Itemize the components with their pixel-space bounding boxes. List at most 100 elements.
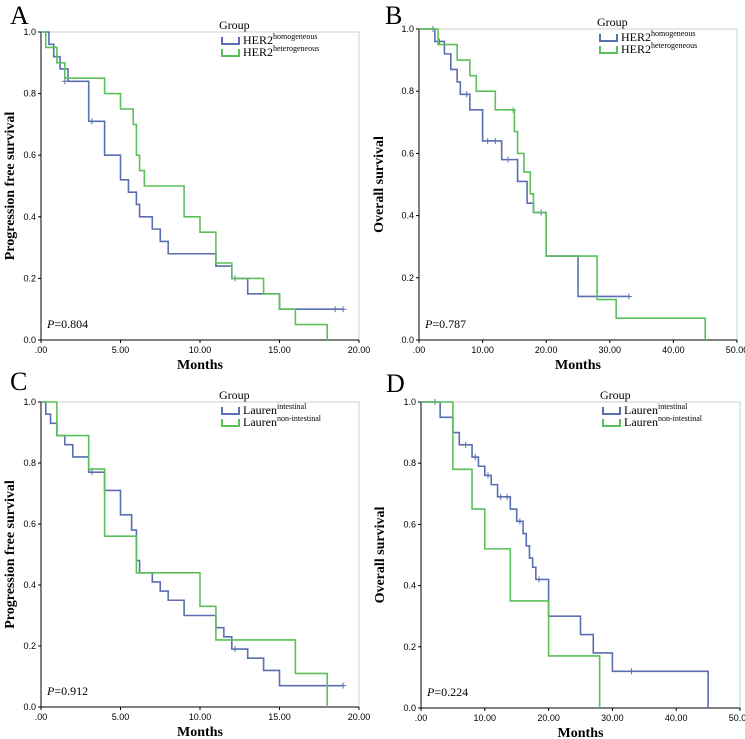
y-tick-label: 0.6: [23, 519, 36, 529]
censor-mark: [463, 91, 470, 98]
panel-c: 0.0 0.2 0.4 0.6 0.8 1.0 .00 5.00 10.00 15.00 20.00…: [3, 367, 370, 739]
legend-entry: Laurenintestinal: [624, 402, 688, 417]
censor-mark: [625, 293, 632, 300]
legend-entry: HER2homogeneous: [621, 29, 695, 44]
legend-swatch: [599, 46, 618, 54]
y-tick-label: 0.6: [23, 150, 36, 160]
plot-frame: [419, 28, 738, 340]
y-tick-label: 0.6: [403, 519, 416, 529]
censor-mark: [88, 469, 95, 476]
censor-mark: [484, 137, 491, 144]
censor-mark: [510, 106, 517, 113]
p-value: P=0.787: [424, 317, 466, 331]
x-tick-label: 40.00: [665, 713, 688, 723]
p-value: P=0.912: [46, 684, 88, 698]
x-tick-label: 50.00: [729, 713, 745, 723]
legend-entry: Laurennon-intestinal: [243, 414, 322, 429]
legend-swatch: [221, 407, 240, 415]
x-tick-label: 5.00: [112, 712, 130, 722]
y-axis-label: Progression free survival: [3, 112, 18, 261]
censor-mark: [88, 118, 95, 125]
legend-entry: Laurenintestinal: [243, 402, 307, 417]
survival-curve-series-2: [421, 401, 601, 708]
y-tick-label: 0.0: [23, 702, 36, 712]
panel-letter: C: [10, 367, 27, 396]
censor-mark: [231, 646, 238, 653]
censor-mark: [436, 38, 443, 45]
y-tick-label: 0.2: [23, 273, 36, 283]
y-tick-label: 0.2: [401, 273, 414, 283]
plot-frame: [421, 401, 741, 708]
censor-mark: [536, 576, 543, 583]
legend-entry: HER2heterogeneous: [621, 41, 697, 56]
x-tick-label: .00: [35, 712, 48, 722]
y-axis-label: Overall survival: [373, 506, 388, 603]
y-tick-label: 0.2: [403, 642, 416, 652]
y-tick-label: 0.4: [401, 211, 414, 221]
x-axis-label: Months: [558, 726, 604, 739]
x-tick-label: 30.00: [601, 713, 624, 723]
x-axis-label: Months: [555, 358, 601, 373]
survival-curve-series-2: [419, 28, 706, 340]
y-tick-label: 1.0: [401, 24, 414, 34]
y-tick-label: 0.2: [23, 641, 36, 651]
x-tick-label: 20.00: [537, 713, 560, 723]
y-tick-label: 0.0: [23, 335, 36, 345]
y-axis-label: Overall survival: [372, 136, 387, 233]
censor-mark: [61, 78, 68, 85]
censor-mark: [505, 156, 512, 163]
legend-title: Group: [219, 18, 250, 32]
legend-entry: Laurennon-intestinal: [624, 414, 703, 429]
y-tick-label: 0.8: [401, 86, 414, 96]
x-tick-label: 30.00: [599, 345, 622, 355]
legend-swatch: [602, 407, 621, 415]
x-tick-label: 20.00: [348, 345, 371, 355]
legend-title: Group: [600, 388, 631, 402]
y-tick-label: 0.0: [403, 703, 416, 713]
x-tick-label: 15.00: [268, 345, 291, 355]
y-tick-label: 0.8: [23, 458, 36, 468]
y-tick-label: 1.0: [23, 397, 36, 407]
y-tick-label: 0.4: [23, 580, 36, 590]
y-axis-label: Progression free survival: [3, 480, 18, 629]
panel-letter: B: [385, 1, 402, 30]
legend-swatch: [602, 419, 621, 427]
censor-mark: [332, 306, 339, 313]
x-tick-label: 5.00: [112, 345, 130, 355]
p-value: P=0.224: [426, 685, 468, 699]
x-tick-label: .00: [413, 345, 426, 355]
x-tick-label: 15.00: [268, 712, 291, 722]
y-tick-label: 0.8: [403, 458, 416, 468]
y-tick-label: 0.6: [401, 148, 414, 158]
censor-mark: [484, 472, 491, 479]
panel-b: 0.0 0.2 0.4 0.6 0.8 1.0 .00 10.00 20.00 30.00 40.0…: [372, 1, 745, 373]
survival-curve-series-1: [41, 401, 344, 687]
x-tick-label: 20.00: [535, 345, 558, 355]
censor-mark: [340, 306, 347, 313]
y-tick-label: 0.4: [403, 581, 416, 591]
panel-a: 0.0 0.2 0.4 0.6 0.8 1.0 .00 5.00 10.00 15.00 20.00…: [3, 1, 370, 373]
panel-letter: D: [386, 369, 405, 398]
legend-entry: HER2homogeneous: [243, 32, 317, 47]
survival-curve-series-2: [41, 401, 328, 707]
x-axis-label: Months: [177, 358, 223, 373]
censor-mark: [497, 493, 504, 500]
x-tick-label: 10.00: [189, 712, 212, 722]
censor-mark: [462, 441, 469, 448]
y-tick-label: 0.4: [23, 212, 36, 222]
y-tick-label: 0.0: [401, 335, 414, 345]
legend-title: Group: [597, 15, 628, 29]
survival-curve-series-1: [41, 31, 344, 310]
panel-d: 0.0 0.2 0.4 0.6 0.8 1.0 .00 10.00 20.00 30.00 40.0…: [373, 369, 745, 739]
censor-mark: [516, 518, 523, 525]
plot-frame: [41, 401, 360, 707]
legend-swatch: [221, 49, 240, 57]
x-tick-label: 10.00: [474, 713, 497, 723]
y-tick-label: 1.0: [23, 27, 36, 37]
y-tick-label: 0.8: [23, 89, 36, 99]
x-tick-label: 10.00: [189, 345, 212, 355]
x-tick-label: .00: [35, 345, 48, 355]
x-tick-label: 20.00: [348, 712, 371, 722]
x-tick-label: 40.00: [662, 345, 685, 355]
